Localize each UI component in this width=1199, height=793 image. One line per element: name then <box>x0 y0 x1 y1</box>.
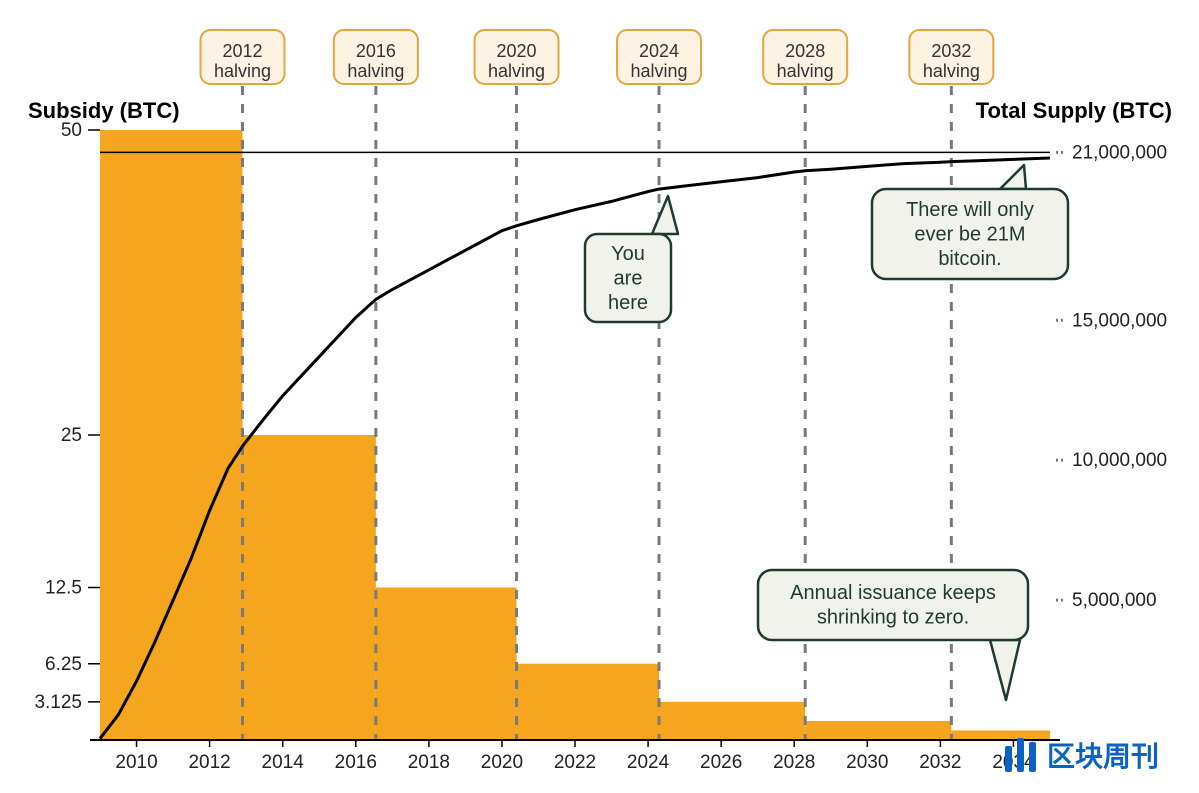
subsidy-bar-4 <box>659 702 805 740</box>
x-tick-label: 2020 <box>481 752 523 773</box>
watermark-bar-icon <box>1005 746 1012 772</box>
halving-word-label: halving <box>347 61 404 81</box>
x-tick-label: 2010 <box>115 752 157 773</box>
left-tick-label: 25 <box>61 425 82 446</box>
callout-you-are-here: Youare here <box>585 196 678 322</box>
x-tick-label: 2016 <box>335 752 377 773</box>
halving-year-label: 2028 <box>785 41 825 61</box>
x-tick-label: 2034 <box>992 752 1035 773</box>
watermark-text: 区块周刊 <box>1047 741 1159 772</box>
x-tick-label: 2018 <box>408 752 450 773</box>
halving-labels: 2012halving2016halving2020halving2024hal… <box>201 30 994 84</box>
left-axis-title: Subsidy (BTC) <box>28 98 180 123</box>
subsidy-bar-0 <box>100 130 243 740</box>
callout-tail <box>990 640 1020 700</box>
x-tick-label: 2022 <box>554 752 596 773</box>
callout-text-line: are <box>614 267 643 289</box>
right-tick-label: 5,000,000 <box>1072 590 1157 611</box>
left-tick-label: 6.25 <box>45 654 82 675</box>
x-tick-label: 2028 <box>773 752 815 773</box>
right-axis-title: Total Supply (BTC) <box>976 98 1172 123</box>
subsidy-bar-6 <box>951 730 1050 740</box>
subsidy-bar-3 <box>517 664 660 740</box>
callout-text-line: shrinking to zero. <box>817 607 969 629</box>
callout-issuance-shrinks: Annual issuance keeps shrinking to zero. <box>758 570 1028 700</box>
halving-word-label: halving <box>214 61 271 81</box>
left-tick-label: 3.125 <box>34 692 82 713</box>
watermark-bar-icon <box>1029 742 1036 772</box>
x-tick-label: 2012 <box>188 752 230 773</box>
halving-year-label: 2020 <box>497 41 537 61</box>
callout-box <box>758 570 1028 640</box>
x-tick-label: 2014 <box>262 752 305 773</box>
x-tick-label: 2026 <box>700 752 742 773</box>
halving-word-label: halving <box>631 61 688 81</box>
callout-text-line: You <box>611 243 645 265</box>
halving-word-label: halving <box>777 61 834 81</box>
bitcoin-halving-chart: 2010 2012 2014 2016 2018 2020 2022 2024 2026 2028… <box>0 0 1199 793</box>
x-tick-label: 2030 <box>846 752 888 773</box>
halving-word-label: halving <box>923 61 980 81</box>
callout-21m-cap: There will onlyever be 21M bitcoin. <box>872 165 1068 279</box>
callout-text-line: Annual issuance keeps <box>790 582 996 604</box>
subsidy-bar-1 <box>243 435 376 740</box>
left-tick-label: 12.5 <box>45 578 82 599</box>
subsidy-bar-2 <box>376 588 517 741</box>
halving-word-label: halving <box>488 61 545 81</box>
halving-year-label: 2012 <box>222 41 262 61</box>
halving-year-label: 2024 <box>639 41 679 61</box>
callout-text-line: ever be 21M <box>914 223 1025 245</box>
right-tick-label: 15,000,000 <box>1072 310 1167 331</box>
right-tick-label: 21,000,000 <box>1072 142 1167 163</box>
subsidy-bar-5 <box>805 721 951 740</box>
x-tick-label: 2024 <box>627 752 670 773</box>
callout-text-line: bitcoin. <box>938 248 1001 270</box>
callout-text-line: There will only <box>906 199 1034 221</box>
x-tick-label: 2032 <box>919 752 961 773</box>
left-tick-label: 50 <box>61 120 82 141</box>
watermark-bar-icon <box>1017 738 1024 772</box>
right-tick-label: 10,000,000 <box>1072 450 1167 471</box>
callout-text-line: here <box>608 292 648 314</box>
halving-year-label: 2016 <box>356 41 396 61</box>
callout-tail <box>1000 165 1026 189</box>
callout-tail <box>652 196 678 234</box>
halving-year-label: 2032 <box>931 41 971 61</box>
